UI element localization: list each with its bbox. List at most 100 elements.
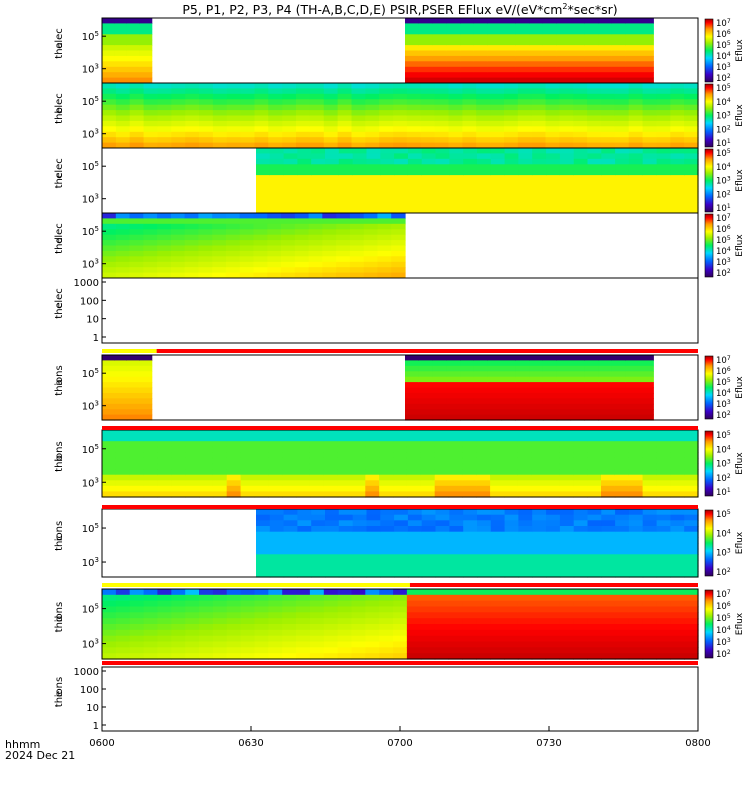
heatmap-cell xyxy=(102,403,115,410)
heatmap-cell xyxy=(226,600,242,608)
heatmap-cell xyxy=(477,153,492,160)
heatmap-cell xyxy=(573,618,588,625)
heatmap-cell xyxy=(114,72,128,79)
heatmap-cell xyxy=(296,435,311,442)
panel-frame xyxy=(101,277,699,344)
heatmap-cell xyxy=(337,480,353,487)
tick-exponent: 5 xyxy=(727,430,731,437)
heatmap-cell xyxy=(573,560,589,567)
heatmap-cell xyxy=(477,180,492,187)
heatmap-cell xyxy=(309,589,325,596)
heatmap-cell xyxy=(420,120,436,127)
heatmap-cell xyxy=(393,491,408,498)
heatmap-cell xyxy=(269,520,285,527)
heatmap-cell xyxy=(212,618,228,625)
colorbar-tick-label: 105 xyxy=(716,235,731,246)
heatmap-cell xyxy=(336,256,351,263)
heatmap-cell xyxy=(115,261,131,268)
heatmap-cell xyxy=(212,142,228,149)
heatmap-cell xyxy=(656,435,671,442)
heatmap-cell xyxy=(573,120,588,127)
colorbar-tick-label: 105 xyxy=(716,430,731,441)
heatmap-cell xyxy=(570,18,585,24)
heatmap-cell xyxy=(642,653,658,660)
heatmap-cell xyxy=(296,485,311,492)
heatmap-cell xyxy=(476,463,491,470)
heatmap-cell xyxy=(114,23,128,30)
heatmap-cell xyxy=(670,131,685,138)
heatmap-cell xyxy=(283,175,298,182)
heatmap-cell xyxy=(379,120,394,127)
heatmap-cell xyxy=(115,589,131,596)
heatmap-cell xyxy=(405,50,420,57)
heatmap-cell xyxy=(185,131,200,138)
heatmap-cell xyxy=(309,110,325,117)
heatmap-cell xyxy=(102,104,117,111)
heatmap-cell xyxy=(198,267,213,274)
heatmap-cell xyxy=(325,207,340,214)
heatmap-cell xyxy=(611,39,627,46)
heatmap-cell xyxy=(517,474,533,481)
heatmap-cell xyxy=(239,245,255,252)
heatmap-cell xyxy=(405,66,420,73)
heatmap-cell xyxy=(531,474,547,481)
heatmap-cell xyxy=(432,398,447,405)
heatmap-cell xyxy=(199,606,214,613)
heatmap-cell xyxy=(365,99,380,106)
heatmap-cell xyxy=(102,45,115,52)
heatmap-cell xyxy=(684,196,699,203)
heatmap-cell xyxy=(517,469,533,476)
colorbar-tick-label: 103 xyxy=(716,548,731,559)
heatmap-cell xyxy=(199,137,214,144)
heatmap-cell xyxy=(268,457,283,465)
heatmap-cell xyxy=(584,387,599,394)
heatmap-cell xyxy=(432,365,447,372)
heatmap-cell xyxy=(601,612,616,619)
heatmap-cell xyxy=(226,624,242,631)
tick-exponent: 5 xyxy=(727,509,731,516)
heatmap-cell xyxy=(254,83,269,89)
heatmap-cell xyxy=(462,641,477,648)
heatmap-cell xyxy=(615,537,630,544)
heatmap-cell xyxy=(518,571,533,578)
heatmap-cell xyxy=(476,126,491,133)
heatmap-cell xyxy=(297,571,312,578)
heatmap-cell xyxy=(587,185,602,192)
heatmap-cell xyxy=(628,158,644,165)
heatmap-cell xyxy=(434,446,450,453)
heatmap-cell xyxy=(420,600,436,608)
heatmap-cell xyxy=(311,537,326,544)
heatmap-cell xyxy=(462,120,477,127)
heatmap-cell xyxy=(268,115,283,122)
heatmap-cell xyxy=(545,600,560,608)
heatmap-cell xyxy=(448,446,463,453)
heatmap-cell xyxy=(407,543,423,550)
heatmap-cell xyxy=(240,110,256,117)
heatmap-cell xyxy=(102,131,117,138)
heatmap-cell xyxy=(418,398,434,405)
heatmap-cell xyxy=(501,50,516,57)
heatmap-cell xyxy=(212,624,228,631)
heatmap-cell xyxy=(309,474,325,481)
heatmap-cell xyxy=(393,606,408,613)
heatmap-cell xyxy=(394,164,409,171)
heatmap-cell xyxy=(225,261,241,268)
heatmap-cell xyxy=(542,382,558,389)
heatmap-cell xyxy=(531,480,547,487)
heatmap-cell xyxy=(615,180,630,187)
heatmap-cell xyxy=(157,267,172,274)
heatmap-cell xyxy=(114,39,128,46)
heatmap-cell xyxy=(670,207,685,214)
heatmap-cell xyxy=(584,34,599,41)
heatmap-cell xyxy=(473,50,489,57)
heatmap-cell xyxy=(490,131,505,138)
heatmap-cell xyxy=(601,474,616,481)
heatmap-cell xyxy=(365,480,380,487)
heatmap-cell xyxy=(462,474,477,481)
panel-label-the-elec: theelec xyxy=(54,288,65,319)
heatmap-cell xyxy=(143,115,159,122)
heatmap-cell xyxy=(352,554,368,561)
heatmap-cell xyxy=(684,531,699,538)
heatmap-cell xyxy=(420,485,436,492)
heatmap-cell xyxy=(102,430,117,437)
